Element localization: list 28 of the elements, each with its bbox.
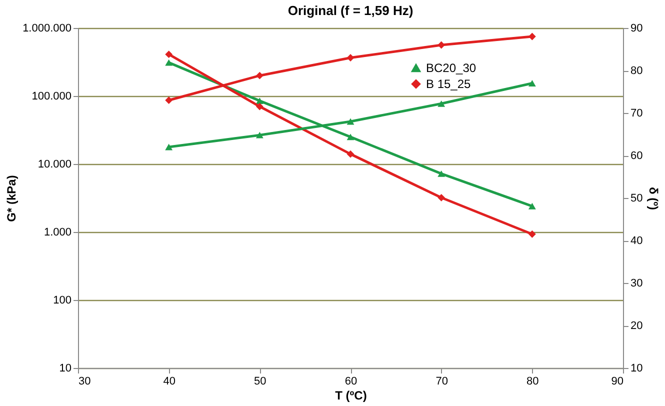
- x-tick-label: 60: [344, 376, 358, 388]
- y-axis-title: G* (kPa): [4, 175, 19, 222]
- y-tick-label: 1.000.000: [22, 22, 72, 34]
- y-tick-label: 100: [53, 294, 72, 306]
- y-tick-label: 10: [59, 362, 72, 374]
- x-tick-label: 30: [78, 376, 91, 388]
- x-tick-label: 90: [611, 376, 624, 388]
- chart-title: Original (f = 1,59 Hz): [288, 3, 414, 18]
- y2-tick-label: 10: [630, 362, 643, 374]
- x-tick-label: 80: [526, 376, 539, 388]
- y-tick-label: 10.000: [38, 158, 72, 170]
- y-tick-label: 100.000: [32, 90, 72, 102]
- y2-tick-label: 50: [630, 192, 643, 204]
- x-axis-title: T (ºC): [335, 388, 367, 402]
- legend-label: BC20_30: [426, 61, 476, 75]
- y2-tick-label: 30: [630, 278, 643, 290]
- x-tick-label: 40: [163, 376, 176, 388]
- x-tick-label: 50: [254, 376, 266, 388]
- y2-tick-label: 70: [630, 108, 643, 120]
- y2-tick-label: 60: [630, 150, 643, 162]
- y2-tick-label: 40: [630, 235, 643, 247]
- legend-label: B 15_25: [426, 77, 472, 91]
- y2-tick-label: 80: [630, 65, 643, 77]
- y2-axis-title: δ (º): [646, 187, 661, 210]
- y2-tick-label: 90: [630, 22, 643, 34]
- y-tick-label: 1.000: [44, 226, 72, 238]
- x-tick-label: 70: [436, 376, 448, 388]
- y2-tick-label: 20: [630, 320, 643, 332]
